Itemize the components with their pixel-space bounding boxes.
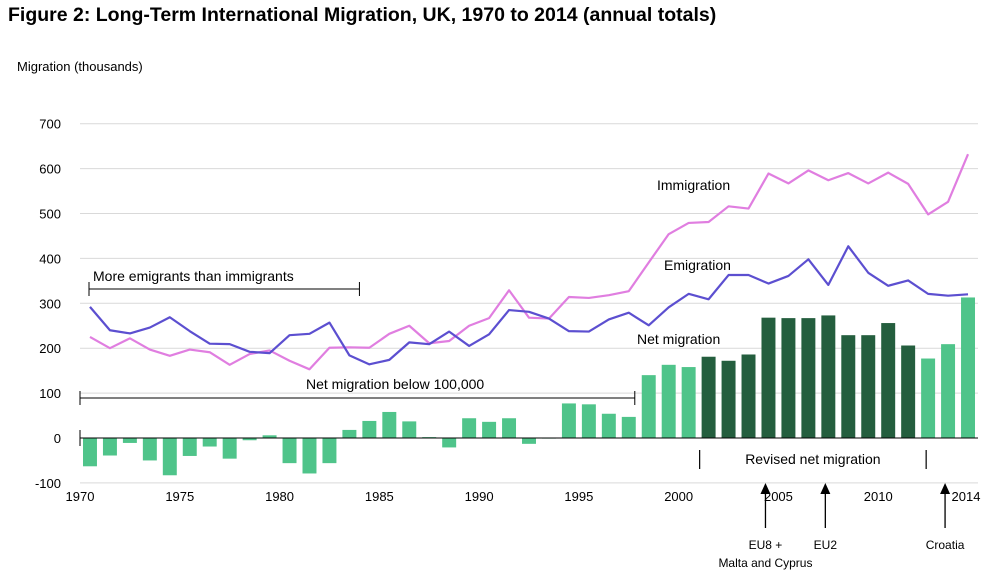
- net-migration-bar: [382, 411, 397, 438]
- net-migration-bar: [102, 438, 117, 456]
- x-tick-label: 2010: [864, 489, 893, 504]
- net-migration-bar: [442, 438, 457, 448]
- net-migration-bar: [262, 435, 277, 438]
- net-migration-bar: [402, 421, 417, 438]
- event-label: Croatia: [926, 538, 965, 552]
- x-tick-label: 1990: [465, 489, 494, 504]
- net-migration-bar: [122, 438, 137, 443]
- migration-lines: [89, 153, 970, 371]
- net-migration-bar: [601, 413, 616, 438]
- net-migration-bar: [621, 416, 636, 438]
- net-migration-bar: [741, 354, 756, 438]
- net-migration-bar: [941, 344, 956, 438]
- net-migration-bars: [82, 297, 976, 476]
- chart-title: Figure 2: Long-Term International Migrat…: [8, 4, 717, 26]
- immigration-label: Immigration: [657, 177, 730, 193]
- event-label: Malta and Cyprus: [718, 556, 812, 570]
- net-migration-bar: [961, 297, 976, 438]
- net-migration-bar: [242, 438, 257, 441]
- net-migration-bar: [202, 438, 217, 447]
- x-tick-label: 1995: [564, 489, 593, 504]
- net-migration-bar: [861, 335, 876, 438]
- net-migration-bar: [302, 438, 317, 474]
- y-tick-label: 0: [54, 431, 61, 446]
- net-migration-bar: [661, 364, 676, 438]
- net-migration-bar: [162, 438, 177, 476]
- net-migration-bar: [362, 420, 377, 438]
- y-tick-label: 400: [39, 251, 61, 266]
- net-migration-label: Net migration: [637, 331, 720, 347]
- net-migration-bar: [462, 418, 477, 438]
- net-migration-bar: [901, 345, 916, 438]
- event-arrow-head: [820, 483, 831, 494]
- net-migration-bar: [821, 315, 836, 438]
- y-tick-label: 700: [39, 117, 61, 132]
- annotations: Immigration Emigration Net migration More e…: [79, 177, 965, 570]
- y-tick-label: 300: [39, 296, 61, 311]
- y-axis-ticks: -100 0 100 200 300 400 500 600 700: [35, 117, 61, 491]
- x-axis: 1970 1975 1980 1985 1990 1995 2000 2005 2010 2014: [66, 430, 981, 504]
- net-migration-bar: [182, 438, 197, 456]
- x-tick-label: 1985: [365, 489, 394, 504]
- net-migration-bar: [681, 367, 696, 438]
- x-tick-label: 2000: [664, 489, 693, 504]
- more-emigrants-label: More emigrants than immigrants: [93, 268, 294, 284]
- x-tick-label: 1970: [66, 489, 95, 504]
- net-migration-bar: [561, 403, 576, 438]
- emigration-label: Emigration: [664, 257, 731, 273]
- net-migration-bar: [82, 438, 97, 467]
- net-below-label: Net migration below 100,000: [306, 376, 484, 392]
- net-migration-bar: [581, 404, 596, 438]
- net-migration-bar: [841, 335, 856, 438]
- x-tick-label: 1975: [165, 489, 194, 504]
- y-tick-label: 500: [39, 207, 61, 222]
- net-migration-bar: [761, 317, 776, 438]
- net-migration-bar: [482, 421, 497, 438]
- event-label: EU2: [814, 538, 838, 552]
- y-tick-label: 600: [39, 162, 61, 177]
- net-migration-bar: [801, 318, 816, 438]
- net-migration-bar: [342, 429, 357, 438]
- event-label: EU8 +: [749, 538, 783, 552]
- net-migration-bar: [701, 356, 716, 438]
- net-migration-bar: [522, 438, 536, 444]
- y-tick-label: 100: [39, 386, 61, 401]
- event-arrow-head: [760, 483, 771, 494]
- y-axis-label: Migration (thousands): [17, 59, 143, 74]
- net-migration-bar: [322, 438, 337, 464]
- net-migration-bar: [222, 438, 237, 459]
- net-migration-bar: [641, 375, 656, 438]
- net-migration-bar: [502, 418, 517, 438]
- revised-label: Revised net migration: [745, 451, 880, 467]
- x-tick-label: 2005: [764, 489, 793, 504]
- emigration-line: [89, 245, 969, 366]
- net-migration-bar: [721, 360, 736, 438]
- net-migration-bar: [781, 318, 796, 438]
- x-tick-label-last: 2014: [952, 489, 981, 504]
- y-tick-label: -100: [35, 476, 61, 491]
- net-migration-bar: [881, 323, 896, 438]
- net-migration-bar: [142, 438, 157, 461]
- y-tick-label: 200: [39, 341, 61, 356]
- net-migration-bar: [282, 438, 297, 464]
- event-arrow-head: [940, 483, 951, 494]
- immigration-line: [89, 153, 970, 371]
- net-migration-bar: [921, 358, 936, 438]
- x-tick-label: 1980: [265, 489, 294, 504]
